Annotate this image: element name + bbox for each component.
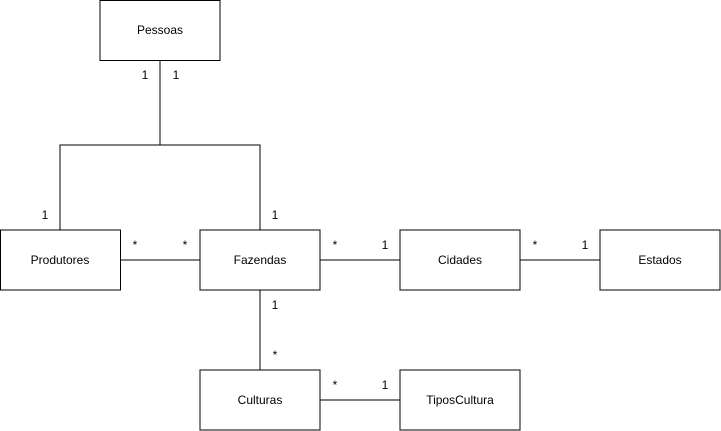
mult-pessoas-fazendas-from: 1 [173, 68, 180, 82]
mult-pessoas-produtores-to: 1 [42, 208, 49, 222]
mult-produtores-fazendas-to: * [183, 238, 188, 252]
entity-produtores-label: Produtores [31, 253, 90, 267]
entity-estados-label: Estados [638, 253, 681, 267]
entity-pessoas-label: Pessoas [137, 23, 183, 37]
mult-pessoas-produtores-from: 1 [142, 68, 149, 82]
entity-tiposcultura[interactable]: TiposCultura [399, 369, 521, 431]
entity-culturas-label: Culturas [238, 393, 283, 407]
entity-estados[interactable]: Estados [599, 229, 721, 291]
mult-produtores-fazendas-from: * [133, 238, 138, 252]
entity-tiposcultura-label: TiposCultura [426, 393, 494, 407]
mult-cidades-estados-to: 1 [582, 238, 589, 252]
mult-culturas-tiposcultura-to: 1 [382, 378, 389, 392]
mult-pessoas-fazendas-to: 1 [272, 208, 279, 222]
entity-pessoas[interactable]: Pessoas [99, 0, 221, 61]
entity-culturas[interactable]: Culturas [199, 369, 321, 431]
connector-pessoas-produtores [59, 60, 161, 230]
mult-fazendas-cidades-from: * [333, 238, 338, 252]
mult-culturas-tiposcultura-from: * [333, 378, 338, 392]
mult-cidades-estados-from: * [533, 238, 538, 252]
connector-pessoas-fazendas [160, 144, 261, 230]
mult-fazendas-culturas-from: 1 [272, 298, 279, 312]
entity-cidades[interactable]: Cidades [399, 229, 521, 291]
entity-produtores[interactable]: Produtores [0, 229, 121, 291]
entity-fazendas-label: Fazendas [234, 253, 287, 267]
mult-fazendas-culturas-to: * [273, 348, 278, 362]
mult-fazendas-cidades-to: 1 [382, 238, 389, 252]
entity-fazendas[interactable]: Fazendas [199, 229, 321, 291]
entity-cidades-label: Cidades [438, 253, 482, 267]
